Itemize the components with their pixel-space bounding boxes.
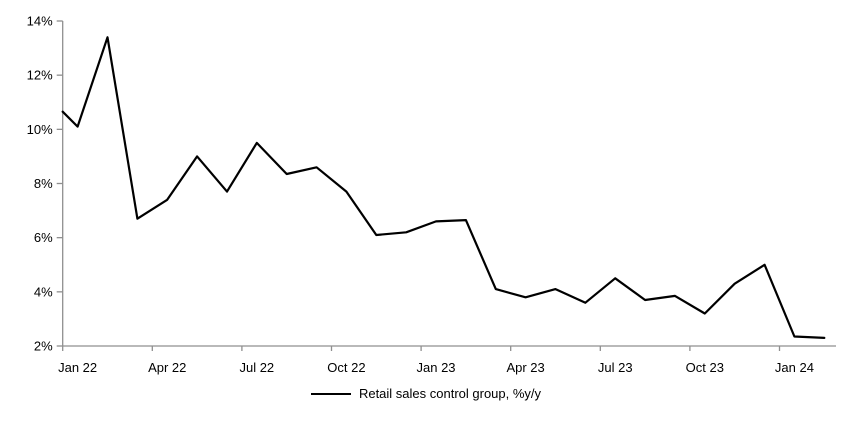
y-axis-tick-label: 10% <box>27 122 53 137</box>
series-line-retail-sales-control-group <box>61 36 826 339</box>
x-axis-tick-label: Apr 23 <box>506 360 544 375</box>
x-axis-tick-label: Jul 23 <box>598 360 633 375</box>
x-axis-tick-label: Jan 23 <box>417 360 456 375</box>
x-axis-tick-label: Jan 24 <box>775 360 814 375</box>
x-axis-tick-label: Jul 22 <box>239 360 274 375</box>
y-axis-tick-label: 8% <box>34 176 53 191</box>
y-axis-tick-label: 6% <box>34 230 53 245</box>
x-axis-tick-label: Oct 22 <box>327 360 365 375</box>
legend-label: Retail sales control group, %y/y <box>358 386 542 401</box>
y-axis-tick-label: 12% <box>27 68 53 83</box>
x-axis-tick-label: Jan 22 <box>58 360 97 375</box>
y-axis-tick-label: 2% <box>34 339 53 354</box>
chart-plot-area: 2% 4% 6% 8% 10% 12% 14% Jan 22 Apr 22 Jul 22 Oct 2… <box>27 14 836 375</box>
legend-line-swatch <box>310 393 351 395</box>
legend: Retail sales control group, %y/y <box>0 386 852 402</box>
y-axis-tick-label: 14% <box>27 14 53 29</box>
y-axis-tick-label: 4% <box>34 284 53 299</box>
x-axis-tick-label: Apr 22 <box>148 360 186 375</box>
x-axis-tick-label: Oct 23 <box>686 360 724 375</box>
